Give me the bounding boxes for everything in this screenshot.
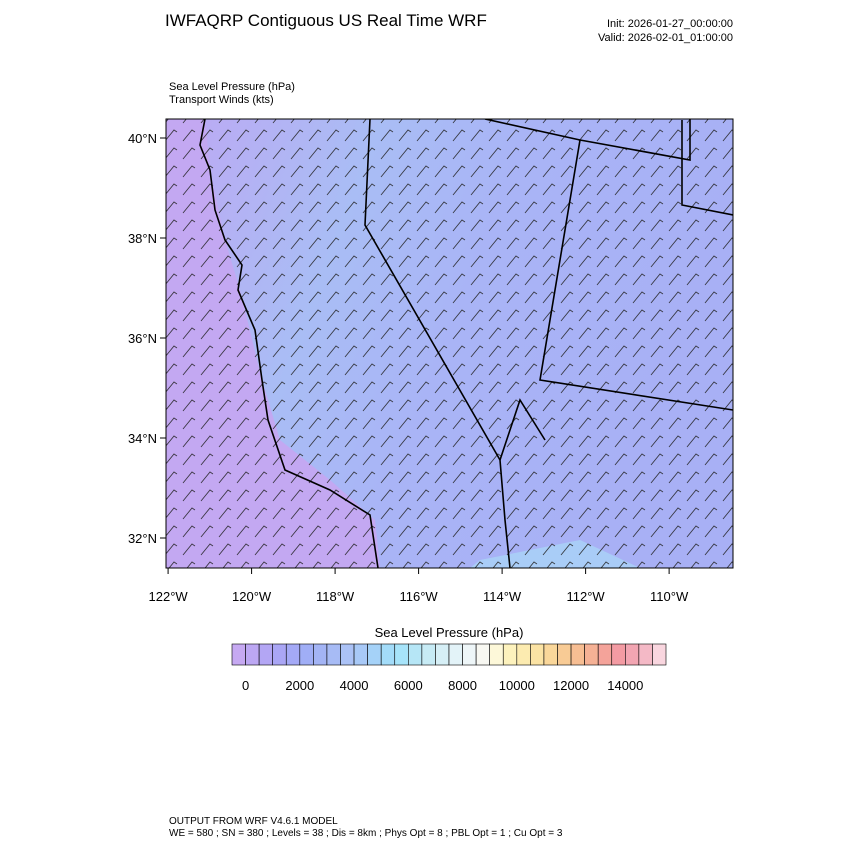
- colorbar-label: 8000: [448, 678, 477, 693]
- colorbar-box: [530, 643, 545, 666]
- colorbar-box: [326, 643, 341, 666]
- footer: WE = 580 ; SN = 380 ; Levels = 38 ; Dis …: [169, 828, 563, 839]
- colorbar-box: [340, 643, 355, 666]
- colorbar-title: Sea Level Pressure (hPa): [375, 625, 524, 640]
- colorbar-box: [380, 643, 396, 666]
- x-tick-label: 112°W: [567, 589, 606, 604]
- colorbar-box: [367, 643, 382, 666]
- title: IWFAQRP Contiguous US Real Time WRF: [165, 11, 487, 30]
- colorbar-label: 10000: [499, 678, 535, 693]
- colorbar-label: 6000: [394, 678, 423, 693]
- colorbar-box: [570, 643, 585, 666]
- init-time: Init: 2026-01-27_00:00:00: [607, 18, 733, 30]
- colorbar-box: [652, 643, 667, 666]
- y-tick-label: 32°N: [128, 531, 157, 546]
- y-tick-label: 34°N: [128, 431, 157, 446]
- colorbar-label: 14000: [607, 678, 643, 693]
- colorbar-box: [611, 643, 626, 666]
- x-tick-label: 114°W: [483, 589, 522, 604]
- colorbar-box: [475, 643, 490, 666]
- colorbar-label: 4000: [340, 678, 369, 693]
- x-tick-label: 120°W: [232, 589, 272, 604]
- colorbar-label: 2000: [285, 678, 314, 693]
- colorbar-label: 12000: [553, 678, 589, 693]
- colorbar-box: [299, 643, 314, 666]
- x-tick-label: 122°W: [149, 589, 189, 604]
- valid-time: Valid: 2026-02-01_01:00:00: [598, 32, 733, 44]
- colorbar-box: [353, 643, 368, 666]
- colorbar-box: [638, 643, 653, 666]
- colorbar-box: [543, 643, 558, 666]
- colorbar-box: [502, 643, 518, 666]
- colorbar-box: [313, 643, 328, 666]
- x-tick-label: 116°W: [400, 589, 439, 604]
- colorbar-box: [516, 643, 531, 666]
- colorbar-box: [231, 643, 246, 666]
- colorbar-box: [462, 643, 477, 666]
- colorbar-box: [258, 643, 273, 666]
- map-frame: [165, 118, 734, 569]
- y-tick-label: 38°N: [128, 231, 157, 246]
- y-tick-label: 36°N: [128, 331, 157, 346]
- colorbar-label: 0: [242, 678, 249, 693]
- field-label: Sea Level Pressure (hPa): [169, 81, 295, 93]
- x-tick-label: 118°W: [316, 589, 355, 604]
- colorbar-box: [272, 643, 287, 666]
- colorbar-box: [448, 643, 463, 666]
- colorbar-box: [285, 643, 301, 666]
- colorbar-box: [557, 643, 572, 666]
- footer: OUTPUT FROM WRF V4.6.1 MODEL: [169, 816, 338, 827]
- colorbar-box: [489, 643, 504, 666]
- field-label: Transport Winds (kts): [169, 94, 274, 106]
- colorbar-box: [421, 643, 436, 666]
- colorbar-box: [245, 643, 260, 666]
- colorbar-box: [435, 643, 450, 666]
- map-field: [166, 119, 733, 568]
- colorbar-box: [584, 643, 599, 666]
- x-tick-label: 110°W: [650, 589, 689, 604]
- y-tick-label: 40°N: [128, 131, 157, 146]
- colorbar-box: [625, 643, 640, 666]
- colorbar-box: [394, 643, 409, 666]
- colorbar-box: [597, 643, 613, 666]
- colorbar-box: [408, 643, 423, 666]
